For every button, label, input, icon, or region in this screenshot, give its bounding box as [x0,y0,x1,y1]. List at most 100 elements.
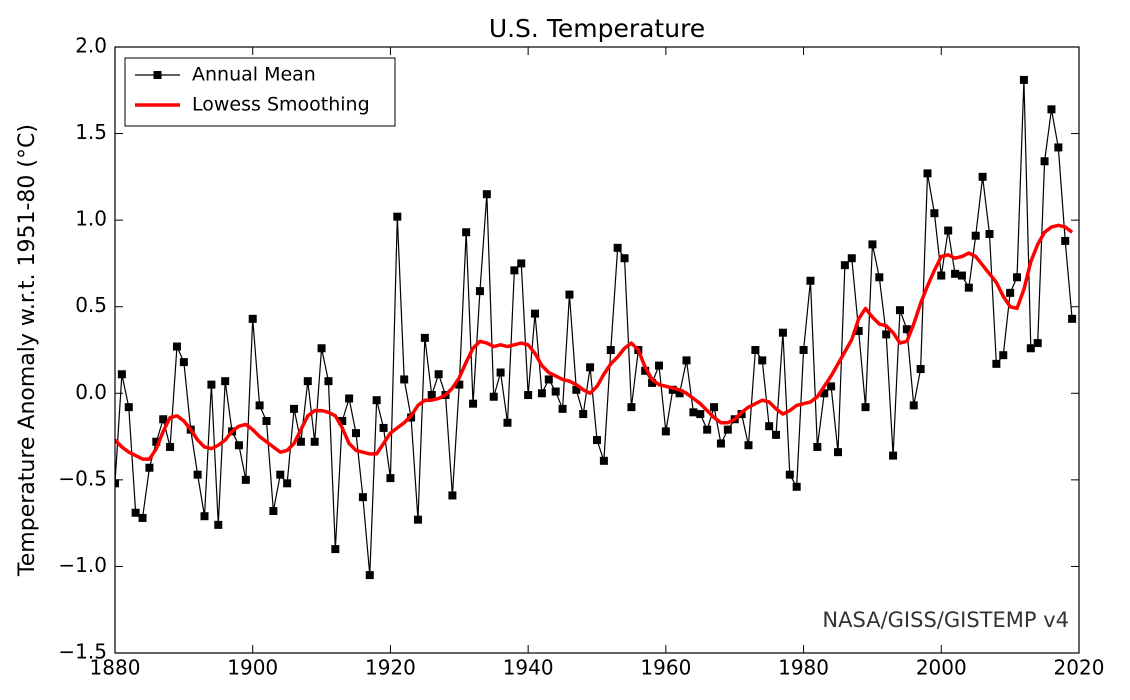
data-point [372,396,381,405]
data-point [517,259,526,268]
data-point [579,410,588,419]
data-point [537,389,546,398]
data-point [820,389,829,398]
data-point [957,271,966,280]
data-point [166,442,175,451]
data-point [551,387,560,396]
data-point [159,415,168,424]
data-point [572,385,581,394]
data-point [710,403,719,412]
data-point [503,418,512,427]
data-point [606,346,615,354]
data-point [365,571,374,580]
data-point [723,425,732,434]
data-point [427,391,436,400]
data-point [448,491,457,500]
data-point [317,344,326,353]
data-point [193,470,202,479]
series-line [115,79,1073,576]
data-point [944,226,953,235]
data-point [544,375,553,384]
data-point [200,512,209,521]
data-point [1040,157,1049,166]
data-point [895,306,904,315]
data-point [861,403,870,412]
data-point [834,448,842,457]
data-point [806,276,815,285]
data-point [648,378,657,387]
data-point [269,507,278,516]
data-point [179,358,188,367]
data-point [696,410,705,419]
data-point [902,325,911,334]
data-point [214,520,223,529]
data-point [1054,143,1063,152]
data-point [420,333,429,342]
annotation: NASA/GISS/GISTEMP v4 [822,608,1069,632]
data-point [386,474,395,483]
data-point [303,377,312,386]
plot-area [115,75,1077,580]
data-point [248,314,257,323]
data-point [654,361,663,370]
data-point [290,404,299,413]
x-tick-label: 1900 [227,656,278,680]
data-point [310,437,319,446]
data-point [496,368,505,377]
x-tick-label: 2020 [1054,656,1105,680]
data-point [847,254,856,263]
x-tick-label: 1960 [640,656,691,680]
series-line [115,223,1074,461]
data-point [115,479,119,488]
y-tick-label: 0.5 [75,293,107,317]
data-point [358,493,367,502]
y-tick-label: −0.5 [58,466,107,490]
data-point [152,437,161,446]
data-point [792,482,801,491]
data-point [689,408,698,417]
data-point [262,416,271,425]
data-point [462,228,471,237]
data-point [813,442,822,451]
x-tick-label: 1980 [778,656,829,680]
data-point [889,451,898,460]
data-point [772,430,781,439]
data-point [434,370,443,379]
legend-label: Annual Mean [192,64,316,86]
data-point [469,399,478,408]
data-point [744,441,753,450]
data-point [923,169,932,178]
data-point [331,545,340,554]
data-point [393,212,402,221]
data-point [221,377,230,386]
data-point [751,346,760,354]
data-point [909,401,918,410]
data-point [840,261,849,270]
data-point [951,269,960,278]
data-point [117,370,126,379]
data-point [875,273,884,282]
data-point [352,429,360,438]
data-point [1006,288,1015,297]
data-point [586,363,595,372]
legend-marker [153,71,162,79]
data-point [234,441,243,450]
data-point [613,243,622,252]
data-point [999,351,1008,360]
data-point [124,403,133,412]
data-point [1026,344,1035,353]
data-point [531,309,540,318]
data-point [283,479,292,488]
data-point [558,404,567,413]
data-point [1068,314,1077,323]
data-point [489,392,498,401]
y-tick-label: −1.0 [58,553,107,577]
data-point [145,463,154,472]
data-point [400,375,409,384]
data-point [324,377,333,386]
data-point [413,515,422,524]
data-point [593,436,601,445]
data-point [799,346,808,354]
data-point [964,283,973,292]
